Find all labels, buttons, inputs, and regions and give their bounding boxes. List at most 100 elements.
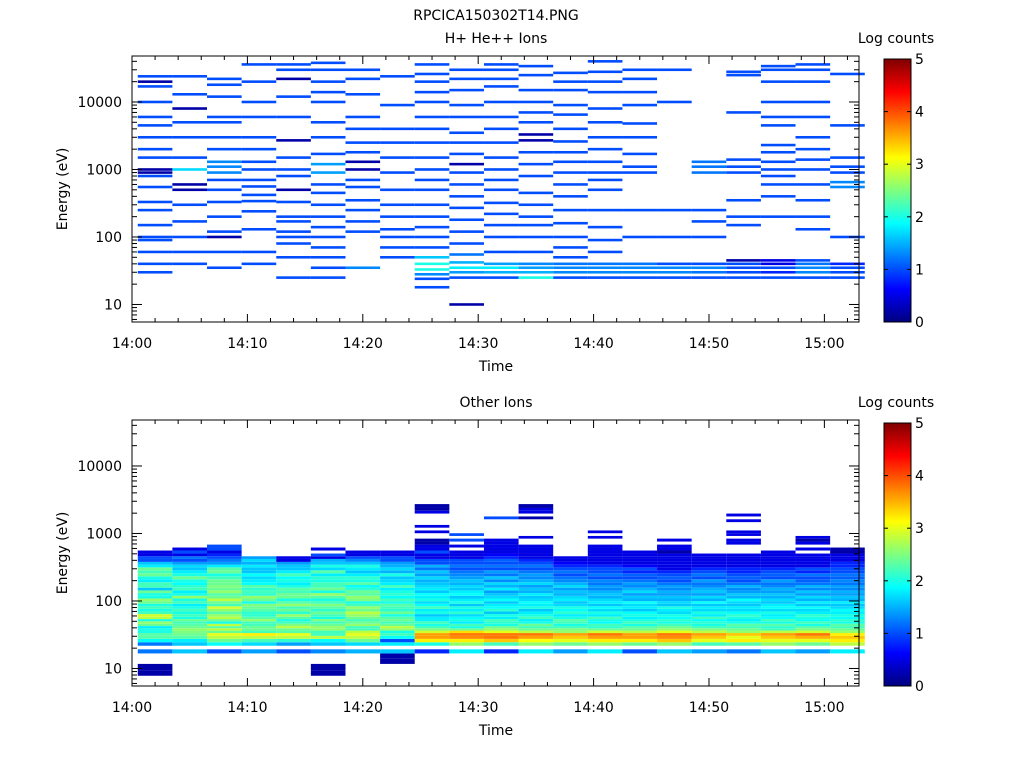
heatmap-cell [553,619,588,622]
x-tick-label: 14:20 [343,700,383,716]
heatmap-cell [691,171,727,174]
heatmap-cell [830,621,865,624]
heatmap-cell [726,623,761,627]
heatmap-cell [830,276,865,279]
heatmap-cell [483,621,519,624]
heatmap-cell [726,598,761,602]
heatmap-cell [691,626,727,629]
heatmap-cell [553,590,588,594]
heatmap-cell [345,93,381,96]
heatmap-cell [587,638,623,643]
plot-frame [131,419,860,687]
heatmap-cell [622,590,658,594]
heatmap-cell [553,246,588,249]
heatmap-cell [726,541,761,545]
heatmap-cell [795,68,831,72]
heatmap-cell [691,587,727,591]
heatmap-cell [657,593,692,596]
heatmap-cell [310,135,346,139]
heatmap-cell [587,266,623,270]
heatmap-cell [276,626,311,629]
heatmap-cell [241,160,277,164]
heatmap-cell [830,598,865,602]
heatmap-cell [137,115,173,119]
heatmap-cell [657,635,692,639]
heatmap-cell [657,582,692,586]
heatmap-cell [795,590,831,594]
heatmap-cell [449,576,484,580]
heatmap-cell [691,276,727,279]
heatmap-cell [587,590,623,594]
heatmap-cell [414,595,450,599]
x-tick-label: 14:00 [112,336,152,352]
colorbar-tick-label: 4 [915,105,924,121]
heatmap-cell [795,628,831,631]
heatmap-cell [172,603,208,607]
heatmap-cell [276,556,311,559]
heatmap-cell [137,570,173,574]
heatmap-cell [691,573,727,577]
heatmap-cell [795,270,831,274]
heatmap-cell [691,270,727,274]
heatmap-cell [483,547,519,551]
heatmap-cell [622,626,658,629]
heatmap-cell [449,573,484,577]
heatmap-cell [241,80,277,83]
heatmap-cell [414,507,450,511]
heatmap-cell [137,238,173,242]
heatmap-cell [483,141,519,144]
heatmap-cell [414,633,450,636]
heatmap-cell [276,139,311,142]
heatmap-cell [137,250,173,254]
heatmap-cell [137,208,173,212]
heatmap-cell [137,156,173,159]
heatmap-cell [587,70,623,74]
heatmap-cell [172,156,208,159]
heatmap-cell [172,628,208,631]
heatmap-cell [137,582,173,586]
heatmap-cell [587,262,623,266]
heatmap-cell [241,635,277,639]
heatmap-cell [380,608,415,612]
heatmap-cell [449,606,484,609]
heatmap-cell [414,80,450,83]
heatmap-cell [483,614,519,617]
heatmap-cell [172,598,208,602]
heatmap-cell [345,630,381,634]
heatmap-cell [760,183,796,186]
heatmap-cell [414,638,450,643]
heatmap-cell [172,590,208,594]
heatmap-cell [518,544,554,548]
heatmap-cell [207,230,242,233]
heatmap-cell [622,621,658,624]
heatmap-cell [553,582,588,586]
heatmap-cell [345,611,381,615]
heatmap-cell [587,530,623,534]
heatmap-cell [414,285,450,289]
heatmap-cell [172,626,208,629]
heatmap-cell [172,235,208,239]
heatmap-cell [795,547,831,551]
heatmap-cell [657,603,692,607]
heatmap-cell [483,595,519,599]
heatmap-cell [587,614,623,617]
x-tick-label: 14:20 [343,336,383,352]
heatmap-cell [553,642,588,646]
heatmap-cell [760,64,796,68]
heatmap-cell [380,103,415,107]
y-tick-label: 100 [95,230,122,246]
heatmap-cell [726,158,761,161]
heatmap-cell [276,585,311,588]
heatmap-cell [657,611,692,615]
heatmap-cell [207,165,242,168]
heatmap-cell [760,621,796,624]
panel-other-ions: Other Ions Log counts 14:00 14:10 14:20 14:… [55,395,934,739]
heatmap-cell [380,598,415,602]
heatmap-cell [760,259,796,262]
heatmap-cell [726,553,761,557]
heatmap-cell [345,564,381,568]
heatmap-cell [483,100,519,104]
heatmap-cell [276,601,311,604]
heatmap-cell [553,113,588,116]
heatmap-cell [380,227,415,231]
